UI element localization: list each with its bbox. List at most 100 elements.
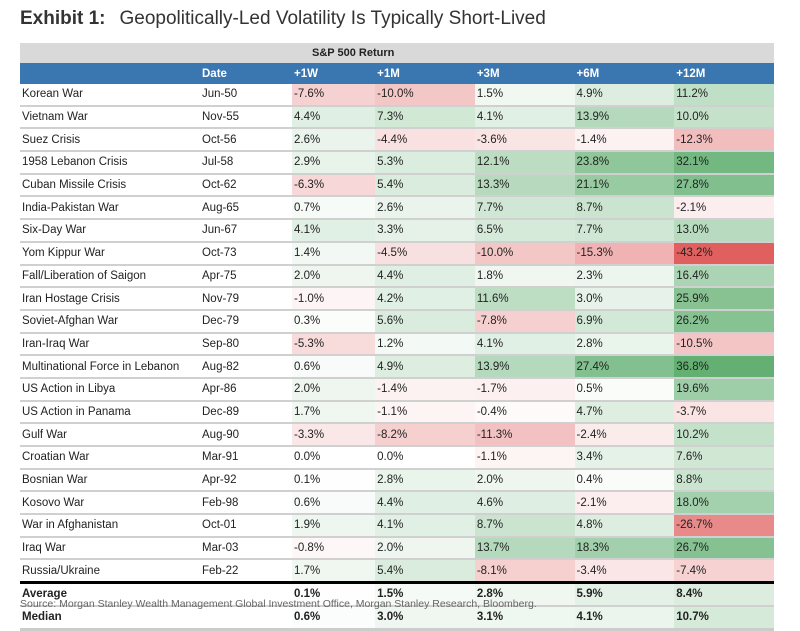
- return-cell: -3.7%: [674, 400, 774, 425]
- table-row: Iran-Iraq War Sep-80 -5.3% 1.2% 4.1% 2.8% -10.…: [20, 332, 774, 357]
- event-name: Fall/Liberation of Saigon: [20, 264, 200, 289]
- return-cell: 13.3%: [474, 173, 575, 198]
- event-name: Vietnam War: [20, 105, 200, 130]
- return-cell: 4.2%: [375, 287, 475, 311]
- table-row: Gulf War Aug-90 -3.3% -8.2% -11.3% -2.4% 10.2%: [20, 423, 774, 447]
- return-cell: 0.6%: [292, 605, 376, 631]
- table-row: India-Pakistan War Aug-65 0.7% 2.6% 7.7% 8.7%…: [20, 196, 774, 221]
- table-row: Bosnian War Apr-92 0.1% 2.8% 2.0% 0.4% 8.8%: [20, 468, 774, 493]
- super-header: S&P 500 Return: [292, 43, 774, 63]
- return-cell: 12.1%: [474, 151, 575, 175]
- event-name: Cuban Missile Crisis: [20, 173, 200, 198]
- return-cell: 8.7%: [574, 196, 675, 221]
- event-name: US Action in Panama: [20, 400, 200, 425]
- return-cell: 27.8%: [674, 173, 774, 198]
- return-cell: 4.7%: [574, 400, 675, 425]
- return-cell: 4.1%: [474, 105, 575, 130]
- table-row: Six-Day War Jun-67 4.1% 3.3% 6.5% 7.7% 13.0%: [20, 219, 774, 243]
- table-row: Soviet-Afghan War Dec-79 0.3% 5.6% -7.8% 6.9%…: [20, 309, 774, 334]
- event-date: Sep-80: [200, 332, 292, 357]
- return-cell: 10.2%: [674, 423, 774, 447]
- return-cell: 3.0%: [375, 605, 475, 631]
- event-date: Oct-62: [200, 173, 292, 198]
- return-cell: 3.0%: [574, 287, 675, 311]
- return-cell: 1.5%: [375, 581, 475, 607]
- return-cell: 0.0%: [292, 446, 376, 470]
- event-date: Feb-98: [200, 491, 292, 516]
- return-cell: -8.1%: [474, 559, 575, 584]
- return-cell: -10.5%: [674, 332, 774, 357]
- table-row: US Action in Libya Apr-86 2.0% -1.4% -1.7% 0.…: [20, 377, 774, 402]
- event-name: Kosovo War: [20, 491, 200, 516]
- super-header-blank: [20, 43, 292, 63]
- return-cell: 11.2%: [674, 84, 774, 107]
- return-cell: -2.4%: [574, 423, 675, 447]
- column-header: +1W: [292, 63, 376, 84]
- super-header-text: S&P 500 Return: [312, 47, 395, 59]
- median-row: Median 0.6% 3.0% 3.1% 4.1% 10.7%: [20, 605, 774, 631]
- event-date: Feb-22: [200, 559, 292, 584]
- return-cell: 36.8%: [674, 355, 774, 379]
- event-name: Gulf War: [20, 423, 200, 447]
- event-name: Iraq War: [20, 536, 200, 561]
- event-name: Iran Hostage Crisis: [20, 287, 200, 311]
- event-date: Jul-58: [200, 151, 292, 175]
- return-cell: -6.3%: [292, 173, 376, 198]
- column-header-row: Date +1W +1M +3M +6M +12M: [20, 63, 774, 84]
- return-cell: 13.7%: [474, 536, 575, 561]
- return-cell: 7.7%: [574, 219, 675, 243]
- return-cell: 0.3%: [292, 309, 376, 334]
- return-cell: 4.4%: [292, 105, 376, 130]
- return-cell: 5.4%: [375, 559, 475, 584]
- event-name: Yom Kippur War: [20, 241, 200, 266]
- return-cell: 2.6%: [375, 196, 475, 221]
- event-date: Mar-91: [200, 446, 292, 470]
- column-header: [20, 63, 200, 84]
- return-cell: 0.1%: [292, 468, 376, 493]
- return-cell: 19.6%: [674, 377, 774, 402]
- average-row: Average 0.1% 1.5% 2.8% 5.9% 8.4%: [20, 581, 774, 607]
- return-cell: -4.4%: [375, 128, 475, 153]
- return-cell: -3.6%: [474, 128, 575, 153]
- return-cell: 5.6%: [375, 309, 475, 334]
- event-date: Oct-01: [200, 514, 292, 538]
- event-name: Iran-Iraq War: [20, 332, 200, 357]
- event-date: Dec-79: [200, 309, 292, 334]
- event-name: Multinational Force in Lebanon: [20, 355, 200, 379]
- return-cell: 26.7%: [674, 536, 774, 561]
- return-cell: 4.1%: [375, 514, 475, 538]
- return-cell: -15.3%: [574, 241, 675, 266]
- return-cell: 1.9%: [292, 514, 376, 538]
- return-cell: 5.3%: [375, 151, 475, 175]
- table-row: Iran Hostage Crisis Nov-79 -1.0% 4.2% 11.6% 3…: [20, 287, 774, 311]
- return-cell: -7.4%: [674, 559, 774, 584]
- return-cell: 4.6%: [474, 491, 575, 516]
- return-cell: 13.9%: [574, 105, 675, 130]
- return-cell: -1.4%: [574, 128, 675, 153]
- table-row: Yom Kippur War Oct-73 1.4% -4.5% -10.0% -15.3…: [20, 241, 774, 266]
- event-date: Jun-67: [200, 219, 292, 243]
- event-date: Dec-89: [200, 400, 292, 425]
- event-date: Nov-55: [200, 105, 292, 130]
- return-cell: -7.8%: [474, 309, 575, 334]
- return-cell: 2.0%: [375, 536, 475, 561]
- return-cell: 8.4%: [674, 581, 774, 607]
- return-cell: 0.1%: [292, 581, 376, 607]
- event-name: Average: [20, 581, 200, 607]
- event-date: Aug-82: [200, 355, 292, 379]
- return-cell: 1.4%: [292, 241, 376, 266]
- table-row: Korean War Jun-50 -7.6% -10.0% 1.5% 4.9% 11.2%: [20, 84, 774, 107]
- event-date: Nov-79: [200, 287, 292, 311]
- table-row: Kosovo War Feb-98 0.6% 4.4% 4.6% -2.1% 18.0%: [20, 491, 774, 516]
- return-cell: 2.6%: [292, 128, 376, 153]
- return-cell: -4.5%: [375, 241, 475, 266]
- return-cell: -11.3%: [474, 423, 575, 447]
- column-header: Date: [200, 63, 292, 84]
- table-row: War in Afghanistan Oct-01 1.9% 4.1% 8.7% 4.8%…: [20, 514, 774, 538]
- column-header: +6M: [574, 63, 675, 84]
- return-cell: 16.4%: [674, 264, 774, 289]
- return-cell: -12.3%: [674, 128, 774, 153]
- return-cell: 4.1%: [574, 605, 675, 631]
- return-cell: -2.1%: [674, 196, 774, 221]
- return-cell: 1.7%: [292, 400, 376, 425]
